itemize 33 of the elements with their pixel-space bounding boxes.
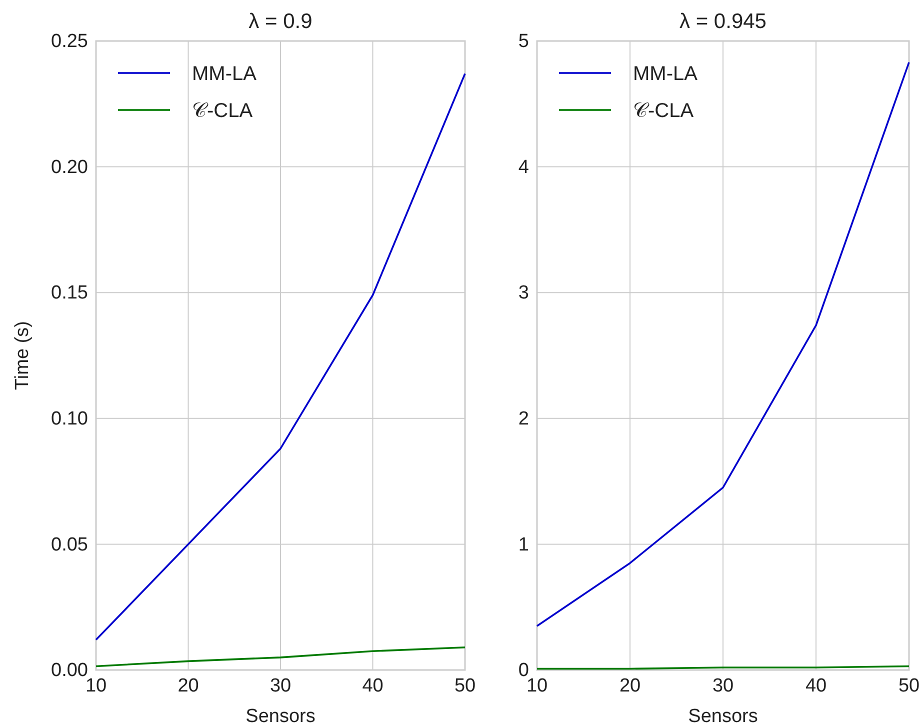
y-tick-label: 5 — [518, 31, 529, 52]
x-axis-title: Sensors — [246, 706, 316, 727]
y-axis-title: Time (s) — [12, 321, 33, 390]
legend-label: 𝒞-CLA — [633, 100, 694, 122]
y-tick-label: 0.25 — [51, 31, 88, 52]
x-tick-label: 30 — [270, 675, 292, 696]
y-tick-label: 0.20 — [51, 156, 88, 178]
y-tick-label: 0.15 — [51, 282, 88, 304]
y-tick-label: 0 — [518, 660, 529, 682]
y-tick-label: 4 — [518, 156, 530, 178]
x-tick-label: 40 — [805, 675, 827, 696]
x-tick-label: 50 — [454, 675, 476, 696]
legend-label: MM-LA — [633, 63, 698, 85]
y-tick-label: 0.10 — [51, 408, 88, 430]
y-tick-label: 1 — [518, 534, 529, 556]
legend-label: MM-LA — [192, 63, 258, 85]
x-tick-label: 50 — [898, 675, 919, 696]
y-tick-label: 0.00 — [51, 660, 88, 682]
y-tick-label: 0.05 — [51, 534, 88, 556]
x-tick-label: 20 — [619, 675, 641, 696]
x-tick-label: 20 — [178, 675, 199, 696]
y-tick-label: 2 — [518, 408, 529, 430]
line-series — [95, 646, 466, 668]
line-series — [536, 61, 910, 627]
x-tick-label: 10 — [526, 675, 548, 696]
chart-title: λ = 0.945 — [680, 10, 766, 33]
x-tick-label: 40 — [362, 675, 384, 696]
y-tick-label: 3 — [518, 282, 529, 304]
x-tick-label: 10 — [85, 675, 107, 696]
x-tick-label: 30 — [712, 675, 734, 696]
chart-title: λ = 0.9 — [248, 10, 312, 33]
x-axis-title: Sensors — [688, 706, 758, 727]
legend-label: 𝒞-CLA — [192, 100, 254, 122]
